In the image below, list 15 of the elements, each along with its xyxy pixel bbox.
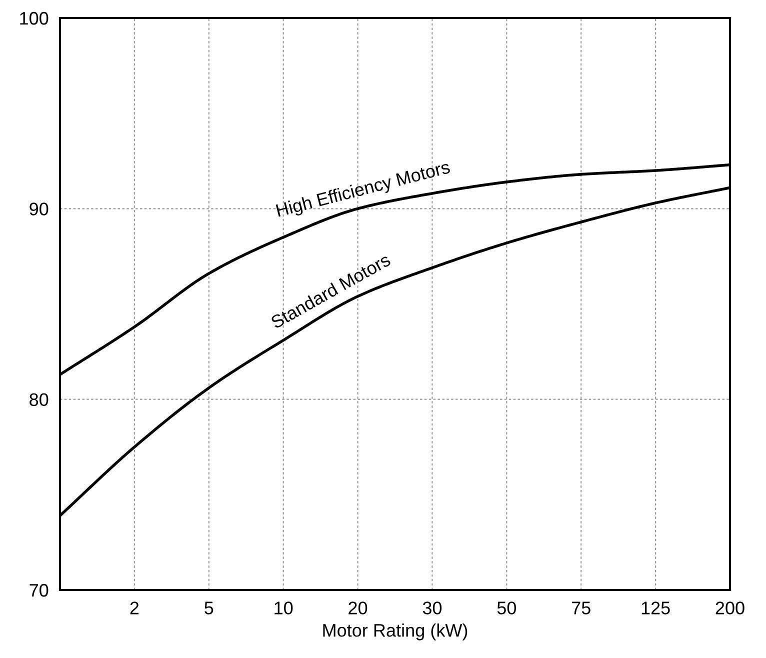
x-tick-label: 125 bbox=[642, 602, 670, 614]
x-tick-label: 5 bbox=[204, 602, 214, 614]
y-tick-label: 100 bbox=[20, 12, 48, 25]
y-tick-label: 80 bbox=[30, 393, 48, 406]
text: High Efficiency Motors bbox=[276, 160, 452, 220]
x-axis-title: Motor Rating (kW) bbox=[323, 624, 468, 640]
x-tick-label: 30 bbox=[422, 602, 442, 614]
x-tick-label: 2 bbox=[130, 602, 139, 614]
x-tick-label: 200 bbox=[716, 602, 744, 614]
y-tick-label: 90 bbox=[30, 202, 48, 216]
x-tick-label: 75 bbox=[572, 602, 590, 614]
y-tick-label: 70 bbox=[30, 584, 48, 597]
x-tick-label: 50 bbox=[497, 602, 516, 614]
x-tick-label: 10 bbox=[274, 602, 293, 614]
x-tick-label: 20 bbox=[348, 602, 368, 614]
